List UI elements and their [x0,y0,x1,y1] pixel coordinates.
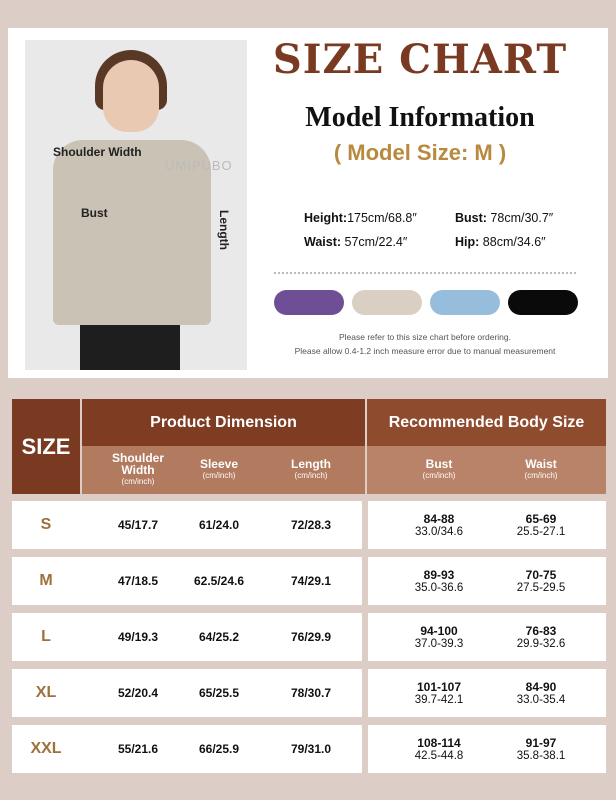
stat-waist: Waist: 57cm/22.4″ [304,235,408,249]
size-label: XL [35,684,57,701]
size-header: SIZE [12,399,80,494]
recommended-subheader [367,446,606,494]
size-label: S [40,516,52,533]
stat-height: Height:175cm/68.8″ [304,211,417,225]
jacket [53,140,211,325]
col-length: Length (cm/inch) [291,457,331,480]
col-bust: Bust (cm/inch) [422,457,456,480]
shoulder-value: 45/17.7 [117,518,159,532]
sleeve-value: 64/25.2 [198,630,240,644]
row-body [368,557,606,605]
size-label: M [39,572,53,589]
waist-value: 65-69 25.5-27.1 [516,512,566,538]
row-body [368,669,606,717]
stat-bust: Bust: 78cm/30.7″ [455,211,554,225]
waist-value: 84-90 33.0-35.4 [516,680,566,706]
row-product [12,613,362,661]
bust-label: Bust [81,206,108,220]
waist-value: 76-83 29.9-32.6 [516,624,566,650]
bust-value: 94-100 37.0-39.3 [414,624,464,650]
page-title: SIZE CHART [272,36,568,83]
product-dimension-header: Product Dimension [82,399,365,446]
length-value: 76/29.9 [290,630,332,644]
row-product [12,725,362,773]
row-product [12,557,362,605]
shoulder-value: 55/21.6 [117,742,159,756]
bust-value: 89-93 35.0-36.6 [414,568,464,594]
length-value: 79/31.0 [290,742,332,756]
shoulder-value: 47/18.5 [117,574,159,588]
model-size: ( Model Size: M ) [333,140,507,165]
bust-value: 84-88 33.0/34.6 [415,512,463,538]
row-product [12,669,362,717]
col-shoulder: Shoulder Width (cm/inch) [111,451,164,486]
watermark: UMIPUBO [165,158,233,173]
row-product [12,501,362,549]
model-head [103,60,159,132]
row-body [368,501,606,549]
divider [274,272,576,274]
length-label: Length [217,210,231,250]
col-sleeve: Sleeve (cm/inch) [199,457,239,480]
color-swatch-black[interactable] [508,290,578,315]
waist-value: 70-75 27.5-29.5 [516,568,566,594]
sleeve-value: 66/25.9 [198,742,240,756]
model-info-panel: Shoulder Width Bust Length UMIPUBO [8,28,608,378]
model-info-heading: Model Information [305,102,535,133]
pants [80,325,180,370]
note-refer: Please refer to this size chart before o… [339,332,511,342]
model-photo: Shoulder Width Bust Length UMIPUBO [25,40,247,370]
waist-value: 91-97 35.8-38.1 [516,736,566,762]
shoulder-width-label: Shoulder Width [53,145,142,159]
color-swatch-beige[interactable] [352,290,422,315]
row-body [368,613,606,661]
row-body [368,725,606,773]
product-subheader [82,446,365,494]
color-swatch-blue[interactable] [430,290,500,315]
length-value: 72/28.3 [290,518,332,532]
length-value: 74/29.1 [290,574,332,588]
shoulder-value: 52/20.4 [117,686,159,700]
color-swatch-purple[interactable] [274,290,344,315]
sleeve-value: 61/24.0 [198,518,240,532]
recommended-body-size-header: Recommended Body Size [367,399,606,446]
shoulder-value: 49/19.3 [117,630,159,644]
size-label: L [41,628,51,645]
stat-hip: Hip: 88cm/34.6″ [455,235,546,249]
sleeve-value: 65/25.5 [198,686,240,700]
bust-value: 108-114 42.5-44.8 [414,736,464,762]
note-error: Please allow 0.4-1.2 inch measure error … [294,346,556,356]
sleeve-value: 62.5/24.6 [193,574,245,588]
size-label: XXL [30,740,62,757]
col-waist: Waist (cm/inch) [524,457,558,480]
bust-value: 101-107 39.7-42.1 [414,680,464,706]
length-value: 78/30.7 [290,686,332,700]
